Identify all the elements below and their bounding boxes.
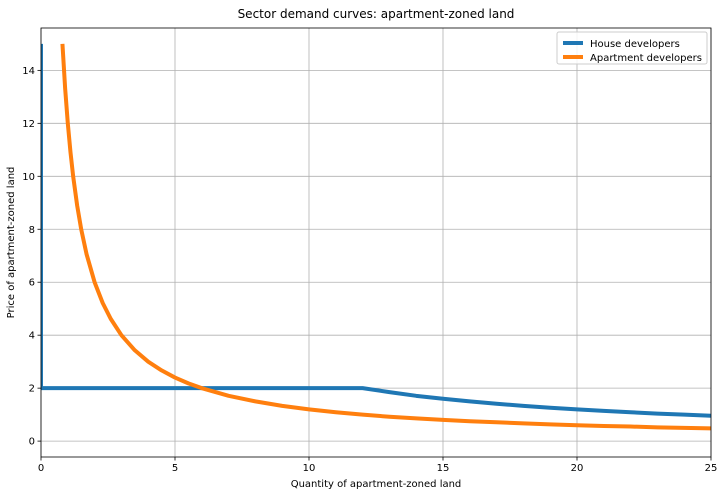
- y-tick-label: 14: [22, 66, 35, 77]
- y-tick-label: 6: [29, 278, 35, 289]
- series-line-house-developers: [41, 43, 711, 418]
- x-axis-label: Quantity of apartment-zoned land: [291, 479, 462, 490]
- y-tick-label: 0: [29, 437, 35, 448]
- legend-box: [556, 31, 708, 65]
- x-tick-label: 15: [437, 463, 450, 474]
- y-axis-ticks: 0 2 4 6 8 10 12 14: [22, 66, 41, 448]
- x-tick-label: 10: [303, 463, 316, 474]
- y-tick-label: 4: [29, 331, 35, 342]
- y-tick-label: 2: [29, 384, 35, 395]
- x-tick-label: 0: [38, 463, 44, 474]
- plot-frame: [40, 27, 712, 458]
- series-line-apartment-developers: [60, 43, 711, 431]
- y-tick-label: 10: [22, 172, 35, 183]
- plot-area: [41, 28, 711, 457]
- chart-title: Sector demand curves: apartment-zoned la…: [238, 7, 515, 21]
- x-axis-ticks: 0 5 10 15 20 25: [38, 457, 718, 474]
- x-tick-label: 5: [172, 463, 178, 474]
- x-tick-label: 20: [571, 463, 584, 474]
- y-tick-label: 12: [22, 119, 35, 130]
- y-axis-label: Price of apartment-zoned land: [6, 167, 17, 319]
- y-tick-label: 8: [29, 225, 35, 236]
- legend-label-house: House developers: [590, 39, 680, 50]
- legend: House developers Apartment developers: [556, 31, 708, 65]
- series-layer: [41, 43, 711, 431]
- legend-label-apartment: Apartment developers: [590, 53, 702, 64]
- x-tick-label: 25: [705, 463, 718, 474]
